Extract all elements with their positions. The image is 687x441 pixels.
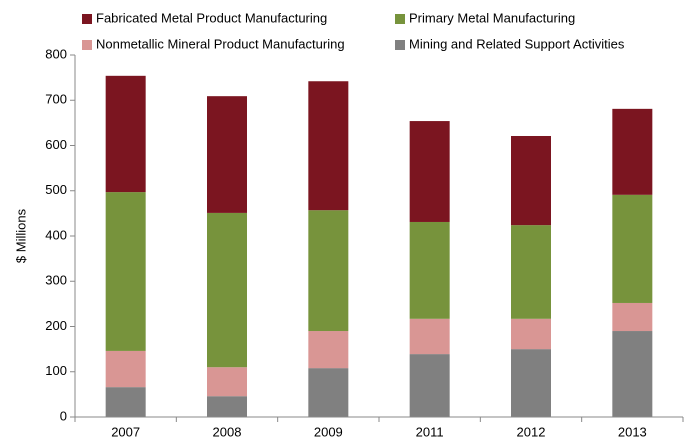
bar-segment — [105, 192, 146, 351]
y-tick-label: 800 — [45, 46, 67, 61]
bar-segment — [105, 75, 146, 193]
bar-segment — [612, 302, 653, 332]
bar-segment — [308, 331, 349, 369]
x-tick-label: 2011 — [416, 424, 444, 439]
bar-segment — [308, 368, 349, 417]
bar-segment — [511, 135, 551, 226]
y-tick-label: 300 — [45, 273, 67, 288]
bar-segment — [207, 396, 247, 417]
bar-segment — [612, 331, 653, 417]
y-tick-label: 200 — [45, 318, 67, 333]
y-tick-label: 600 — [45, 137, 67, 152]
x-tick-label: 2007 — [111, 424, 140, 439]
bar-segment — [105, 350, 146, 388]
legend-swatch — [395, 14, 405, 24]
x-tick-label: 2009 — [314, 424, 343, 439]
y-tick-label: 500 — [45, 182, 67, 197]
bar-segment — [409, 318, 450, 355]
y-tick-label: 700 — [45, 92, 67, 107]
y-axis-label: $ Millions — [13, 208, 28, 263]
bar-segment — [105, 387, 146, 417]
legend-label: Nonmetallic Mineral Product Manufacturin… — [96, 36, 345, 51]
bar-segment — [511, 349, 551, 417]
x-tick-label: 2008 — [213, 424, 242, 439]
bar-segment — [207, 96, 247, 213]
legend-swatch — [82, 40, 92, 50]
legend-label: Mining and Related Support Activities — [409, 36, 625, 51]
legend-label: Fabricated Metal Product Manufacturing — [96, 10, 327, 25]
bar-segment — [511, 318, 551, 350]
bar-segment — [511, 225, 551, 319]
bar-segment — [409, 221, 450, 319]
y-tick-label: 400 — [45, 227, 67, 242]
x-tick-label: 2012 — [517, 424, 546, 439]
legend-swatch — [82, 14, 92, 24]
bar-segment — [612, 194, 653, 303]
bar-segment — [308, 210, 349, 332]
y-tick-label: 0 — [60, 408, 67, 423]
bar-segment — [409, 354, 450, 417]
legend-swatch — [395, 40, 405, 50]
y-tick-label: 100 — [45, 363, 67, 378]
bar-segment — [612, 108, 653, 195]
bar-segment — [207, 212, 247, 368]
x-tick-label: 2013 — [618, 424, 647, 439]
bar-segment — [308, 81, 349, 211]
legend-label: Primary Metal Manufacturing — [409, 10, 575, 25]
bar-segment — [409, 121, 450, 222]
bar-segment — [207, 367, 247, 397]
